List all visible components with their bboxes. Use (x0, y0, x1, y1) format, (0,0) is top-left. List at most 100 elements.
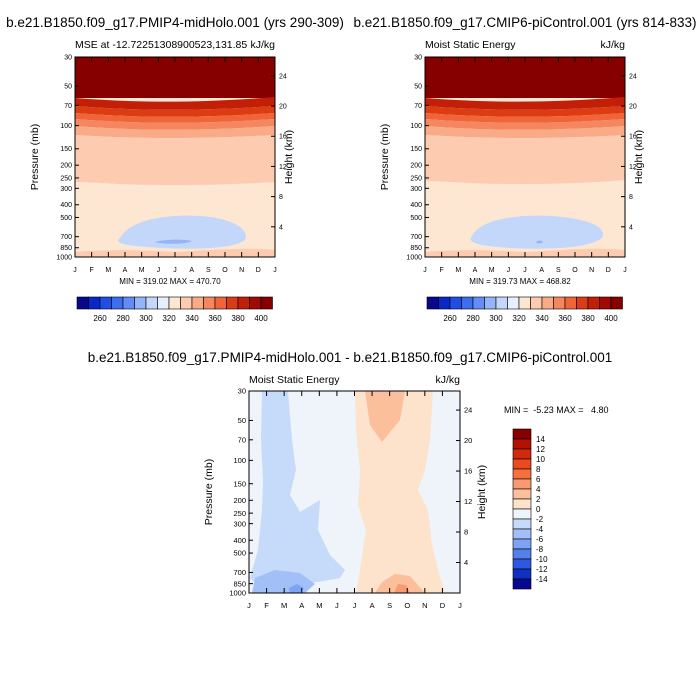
panel-b-title: b.e21.B1850.f09_g17.CMIP6-piControl.001 … (354, 15, 697, 30)
pressure-tick-label: 700 (410, 234, 422, 241)
height-tick-label: 20 (464, 436, 472, 445)
colorbar-label: -4 (536, 525, 544, 534)
height-tick-label: 16 (279, 134, 287, 141)
height-tick-label: 24 (629, 73, 637, 80)
panel-b-ylabel: Pressure (mb) (379, 124, 391, 191)
month-tick-label: F (440, 267, 444, 274)
colorbar-label: 6 (536, 475, 541, 484)
pressure-tick-label: 50 (238, 416, 246, 425)
pressure-tick-label: 700 (60, 234, 72, 241)
panel-c-y2label: Height (km) (476, 465, 488, 519)
panel-a-axes: 30 50 70 100 150 200 250 300 400 500 700 850 1000 24 2… (56, 54, 286, 274)
month-tick-label: D (256, 267, 261, 274)
colorbar-swatch (512, 458, 532, 470)
pressure-tick-label: 50 (414, 84, 422, 91)
colorbar-label: 280 (116, 314, 130, 323)
colorbar-label: 8 (536, 465, 541, 474)
month-tick-label: J (623, 267, 627, 274)
height-tick-label: 8 (464, 528, 468, 537)
colorbar-swatch (512, 448, 532, 460)
colorbar-swatch (512, 488, 532, 500)
colorbar-swatch (226, 296, 239, 310)
month-tick-label: F (264, 601, 269, 610)
height-tick-label: 4 (279, 224, 283, 231)
panel-b-colorbar: 260 280 300 320 340 360 380 400 (426, 296, 623, 323)
colorbar-label: 380 (231, 314, 245, 323)
height-tick-label: 20 (629, 104, 637, 111)
height-tick-label: 20 (279, 104, 287, 111)
pressure-tick-label: 400 (233, 536, 246, 545)
month-tick-label: N (589, 267, 594, 274)
colorbar-label: 360 (208, 314, 222, 323)
colorbar-swatch (512, 528, 532, 540)
pressure-tick-label: 700 (233, 568, 246, 577)
colorbar-swatch (472, 296, 485, 310)
colorbar-swatch (512, 568, 532, 580)
pressure-tick-label: 200 (60, 163, 72, 170)
colorbar-swatch (495, 296, 508, 310)
pressure-tick-label: 1000 (56, 254, 72, 261)
pressure-tick-label: 70 (238, 435, 246, 444)
panel-b-axes: 30 50 70 100 150 200 250 300 400 500 700 850 1000 24 2… (406, 54, 636, 274)
panel-a: b.e21.B1850.f09_g17.PMIP4-midHolo.001 (y… (6, 15, 344, 323)
colorbar-swatch (134, 296, 147, 310)
colorbar-label: 260 (93, 314, 107, 323)
colorbar-label: 2 (536, 495, 541, 504)
month-tick-label: J (157, 267, 161, 274)
month-tick-label: A (473, 267, 478, 274)
colorbar-label: 400 (254, 314, 268, 323)
month-tick-label: O (404, 601, 410, 610)
pressure-tick-label: 850 (233, 579, 246, 588)
colorbar-swatch (512, 578, 532, 590)
colorbar-label: 260 (443, 314, 457, 323)
month-tick-label: A (299, 601, 304, 610)
panel-a-colorbar: 260 280 300 320 340 360 380 400 (76, 296, 273, 323)
panel-b-field (425, 57, 625, 257)
colorbar-swatch (168, 296, 181, 310)
month-tick-label: M (139, 267, 145, 274)
month-tick-label: J (353, 601, 357, 610)
colorbar-label: 380 (581, 314, 595, 323)
panel-c-left-label: Moist Static Energy (249, 374, 340, 386)
colorbar-swatch (122, 296, 135, 310)
pressure-tick-label: 400 (60, 202, 72, 209)
colorbar-label: 400 (604, 314, 618, 323)
height-tick-label: 12 (279, 164, 287, 171)
panel-b-y2label: Height (km) (633, 130, 645, 184)
month-tick-label: A (123, 267, 128, 274)
colorbar-swatch (518, 296, 531, 310)
month-tick-label: S (387, 601, 392, 610)
pressure-tick-label: 70 (414, 103, 422, 110)
colorbar-swatch (507, 296, 520, 310)
height-tick-label: 24 (464, 406, 472, 415)
pressure-tick-label: 300 (60, 186, 72, 193)
colorbar-swatch (426, 296, 439, 310)
pressure-tick-label: 500 (410, 215, 422, 222)
pressure-tick-label: 300 (410, 186, 422, 193)
panel-b-units: kJ/kg (600, 39, 625, 51)
colorbar-swatch (610, 296, 623, 310)
pressure-tick-label: 250 (60, 175, 72, 182)
pressure-tick-label: 150 (233, 479, 246, 488)
colorbar-swatch (111, 296, 124, 310)
panel-a-ylabel: Pressure (mb) (29, 124, 41, 191)
height-tick-label: 16 (464, 467, 472, 476)
month-tick-label: M (489, 267, 495, 274)
colorbar-label: 300 (489, 314, 503, 323)
month-tick-label: N (422, 601, 427, 610)
colorbar-swatch (512, 558, 532, 570)
colorbar-label: 320 (162, 314, 176, 323)
height-tick-label: 4 (464, 558, 468, 567)
panel-c: b.e21.B1850.f09_g17.PMIP4-midHolo.001 - … (88, 350, 613, 610)
month-tick-label: S (206, 267, 211, 274)
pressure-tick-label: 1000 (229, 589, 246, 598)
pressure-tick-label: 30 (414, 54, 422, 61)
colorbar-swatch (145, 296, 158, 310)
month-tick-label: N (239, 267, 244, 274)
colorbar-label: 10 (536, 455, 545, 464)
height-tick-label: 4 (629, 224, 633, 231)
colorbar-swatch (512, 468, 532, 480)
colorbar-label: 12 (536, 445, 545, 454)
